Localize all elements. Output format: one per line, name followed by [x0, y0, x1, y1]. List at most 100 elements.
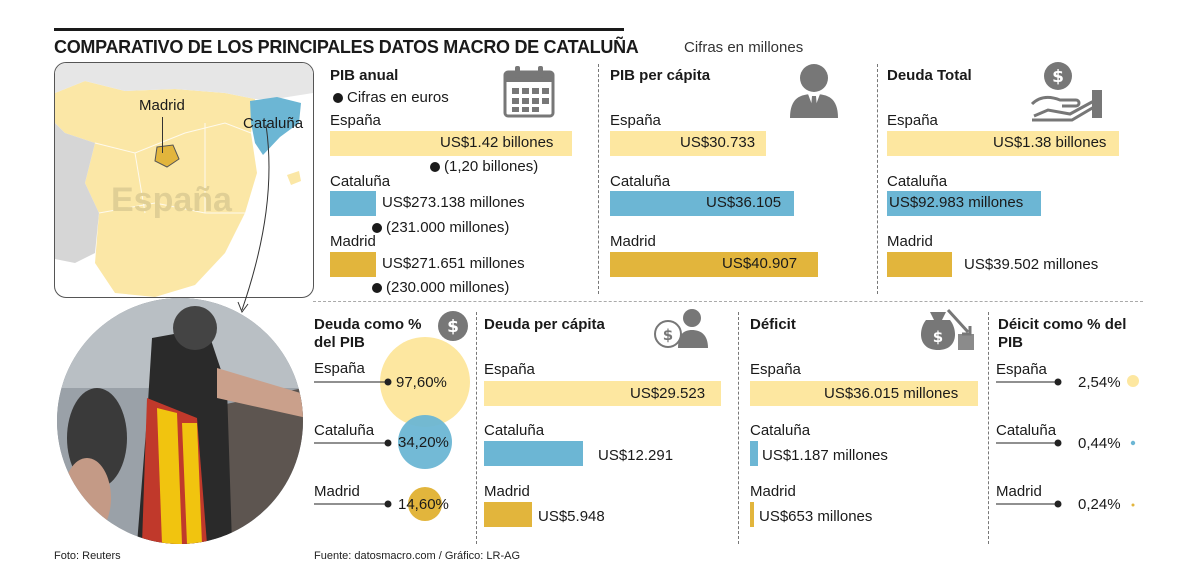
deuda-pib-cat-espana: España	[314, 360, 365, 377]
deuda-pib-bubble-madrid	[408, 487, 442, 521]
person-coin-icon: $	[654, 309, 708, 348]
deficit-cat-madrid: Madrid	[750, 483, 796, 500]
deficit-cat-cataluna: Cataluña	[750, 422, 811, 439]
deuda-pc-cat-cataluna: Cataluña	[484, 422, 545, 439]
pib-pc-bar-espana	[610, 131, 767, 156]
deficit-pib-cat-cataluna: Cataluña	[996, 422, 1057, 439]
divider-v2	[877, 64, 878, 294]
pib-anual-bar-espana	[330, 131, 572, 156]
baleares-shape	[287, 171, 301, 185]
portugal-shape	[55, 123, 99, 263]
deuda-pib-cat-madrid: Madrid	[314, 483, 360, 500]
pib-pc-bar-madrid	[610, 252, 818, 277]
svg-text:$: $	[447, 317, 459, 337]
deuda-pib-chart	[314, 337, 470, 521]
deuda-pc-value-cataluna: US$12.291	[598, 447, 674, 464]
deficit-pib-title: Déicit como % del PIB	[998, 316, 1127, 351]
person-icon	[790, 64, 838, 118]
deuda-total-bar-madrid	[887, 252, 952, 277]
deuda-total-cat-madrid: Madrid	[887, 233, 933, 250]
map-label-espana: España	[111, 181, 232, 219]
divider-h	[313, 301, 1143, 302]
pib-anual-euro-madrid-text: (230.000 millones)	[386, 279, 510, 296]
dollar-coin-icon: $	[438, 311, 468, 341]
deficit-value-madrid: US$653 millones	[759, 508, 873, 525]
deficit-title: Déficit	[750, 316, 796, 333]
pib-anual-value-madrid: US$271.651 millones	[382, 255, 525, 272]
deuda-pc-value-madrid: US$5.948	[538, 508, 605, 525]
pib-anual-title: PIB anual	[330, 67, 399, 84]
calendar-icon	[503, 66, 555, 118]
deuda-pc-bar-madrid	[484, 502, 532, 527]
map-label-cataluna: Cataluña	[243, 115, 304, 132]
deficit-pib-value-madrid: 0,24%	[1078, 496, 1121, 513]
deuda-total-cat-cataluna: Cataluña	[887, 173, 948, 190]
deuda-pc-cat-espana: España	[484, 361, 535, 378]
pib-anual-value-espana: US$1.42 billones	[440, 134, 554, 151]
deuda-pc-value-espana: US$29.523	[630, 385, 706, 402]
pib-anual-cat-espana: España	[330, 112, 381, 129]
pib-anual-euro-espana: (1,20 billones)	[430, 158, 538, 175]
deficit-value-espana: US$36.015 millones	[824, 385, 959, 402]
deficit-pib-bubble-madrid	[1131, 503, 1135, 507]
cataluna-shape	[250, 97, 301, 155]
photo-credit: Foto: Reuters	[54, 550, 121, 562]
pib-anual-cat-madrid: Madrid	[330, 233, 376, 250]
pib-anual-euro-cataluna: (231.000 millones)	[372, 219, 509, 236]
deficit-bar-cataluna	[750, 441, 758, 466]
deuda-pib-bubble-espana	[380, 337, 470, 427]
spain-map: Madrid Cataluña España	[54, 62, 314, 298]
deuda-total-cat-espana: España	[887, 112, 938, 129]
divider-v5	[988, 312, 989, 544]
deficit-pib-bubble-espana	[1127, 375, 1139, 387]
pib-anual-note-text: Cifras en euros	[347, 89, 449, 106]
deficit-cat-espana: España	[750, 361, 801, 378]
deficit-pib-bubble-cataluna	[1130, 440, 1136, 446]
deuda-pib-value-cataluna: 34,20%	[398, 434, 449, 451]
pib-anual-cat-cataluna: Cataluña	[330, 173, 391, 190]
map-label-madrid: Madrid	[139, 97, 185, 114]
deficit-pib-chart	[996, 375, 1139, 508]
deuda-total-bar-cataluna	[887, 191, 1041, 216]
pib-pc-cat-cataluna: Cataluña	[610, 173, 671, 190]
deuda-pc-bar-espana	[484, 381, 721, 406]
money-bag-icon: $	[921, 308, 974, 350]
bullet-icon	[372, 223, 382, 234]
bullet-icon	[430, 162, 440, 173]
deficit-pib-cat-espana: España	[996, 361, 1047, 378]
madrid-pointer	[162, 117, 163, 153]
pib-pc-value-cataluna: US$36.105	[706, 194, 782, 211]
page-subtitle: Cifras en millones	[684, 39, 804, 56]
svg-text:$: $	[933, 328, 943, 346]
pib-pc-cat-madrid: Madrid	[610, 233, 656, 250]
deuda-total-title: Deuda Total	[887, 67, 972, 84]
divider-v1	[598, 64, 599, 294]
deuda-pib-value-espana: 97,60%	[396, 374, 447, 391]
pib-pc-value-espana: US$30.733	[680, 134, 756, 151]
pib-pc-value-madrid: US$40.907	[722, 255, 798, 272]
madrid-shape	[154, 144, 180, 168]
deficit-pib-cat-madrid: Madrid	[996, 483, 1042, 500]
pib-pc-bar-cataluna	[610, 191, 794, 216]
page-title: COMPARATIVO DE LOS PRINCIPALES DATOS MAC…	[54, 37, 639, 57]
divider-v3	[476, 312, 477, 544]
deficit-value-cataluna: US$1.187 millones	[762, 447, 888, 464]
deuda-pc-title: Deuda per cápita	[484, 316, 605, 333]
map-drawing	[55, 63, 313, 297]
deuda-pib-title: Deuda como % del PIB	[314, 316, 422, 351]
divider-v4	[738, 312, 739, 544]
pib-per-capita-title: PIB per cápita	[610, 67, 711, 84]
source-credit: Fuente: datosmacro.com / Gráfico: LR-AG	[314, 550, 521, 562]
svg-text:$: $	[1052, 67, 1064, 87]
pib-anual-euro-madrid: (230.000 millones)	[372, 279, 509, 296]
pib-anual-bar-cataluna	[330, 191, 376, 216]
deuda-total-value-madrid: US$39.502 millones	[964, 256, 1099, 273]
deuda-pib-value-madrid: 14,60%	[398, 496, 449, 513]
deuda-pib-bubble-cataluna	[398, 415, 452, 469]
bullet-icon	[372, 283, 382, 294]
deficit-bar-espana	[750, 381, 978, 406]
hand-coin-icon: $	[1030, 62, 1102, 122]
pib-anual-euro-espana-text: (1,20 billones)	[444, 158, 539, 175]
deuda-pc-cat-madrid: Madrid	[484, 483, 530, 500]
deuda-pib-cat-cataluna: Cataluña	[314, 422, 375, 439]
